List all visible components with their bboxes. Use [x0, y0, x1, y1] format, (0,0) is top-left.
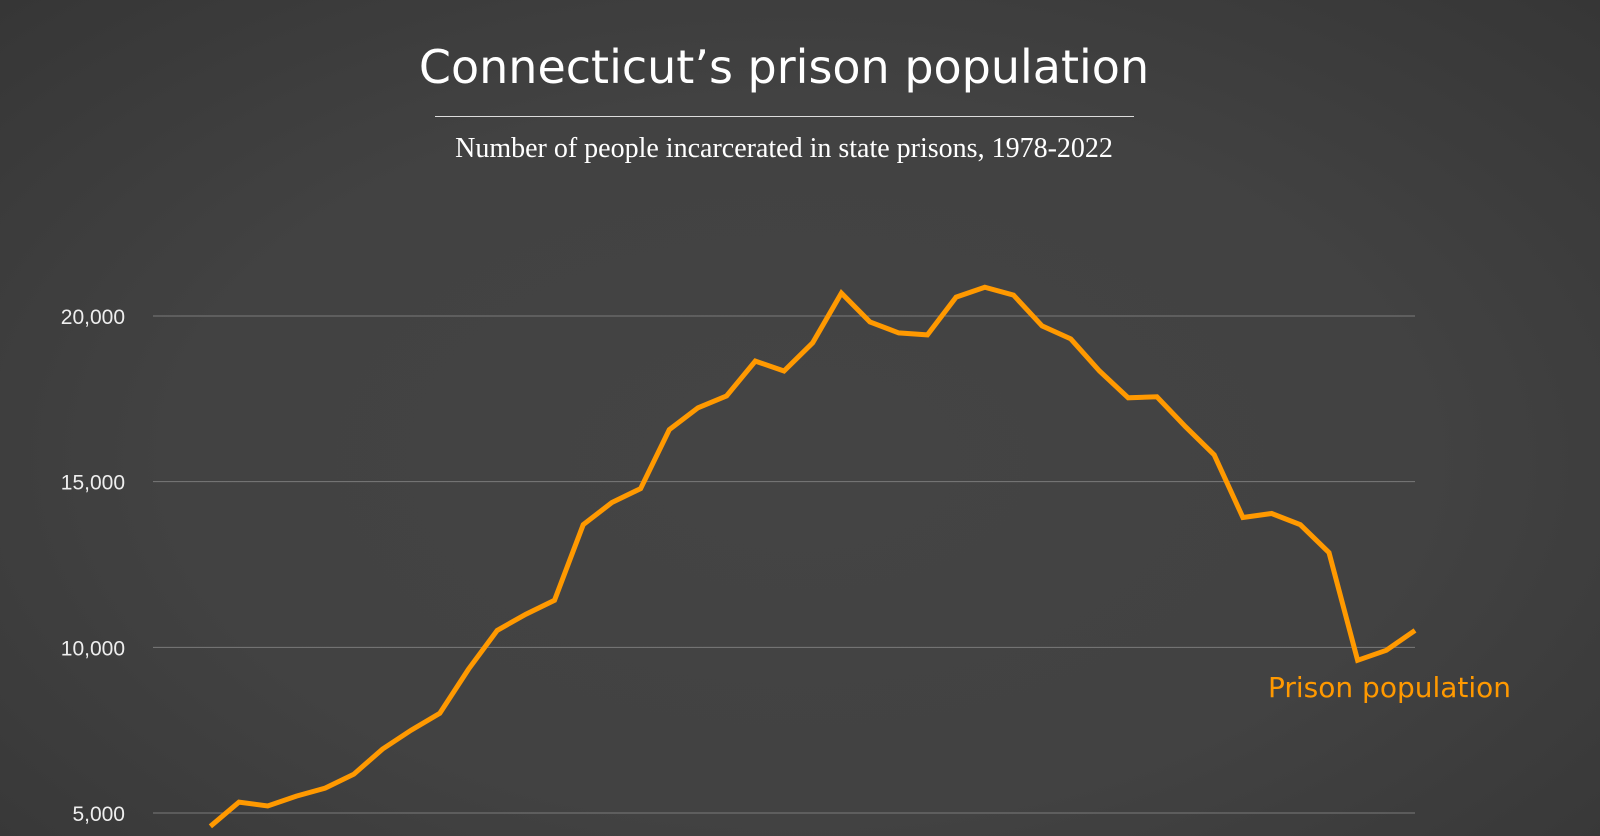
chart-title: Connecticut’s prison population — [418, 40, 1150, 94]
chart-subtitle: Number of people incarcerated in state p… — [455, 133, 1113, 164]
series-label-prison-population: Prison population — [1268, 671, 1511, 704]
y-tick-label: 10,000 — [61, 637, 125, 660]
y-axis-ticks: 20,000 15,000 10,000 5,000 — [61, 306, 125, 826]
gridlines — [153, 315, 1415, 814]
y-tick-label: 20,000 — [61, 306, 125, 329]
y-tick-label: 5,000 — [72, 803, 125, 826]
title-divider — [435, 116, 1134, 117]
y-tick-label: 15,000 — [61, 472, 125, 495]
series-lines — [208, 284, 1417, 829]
series-line-prison-population — [208, 284, 1417, 829]
